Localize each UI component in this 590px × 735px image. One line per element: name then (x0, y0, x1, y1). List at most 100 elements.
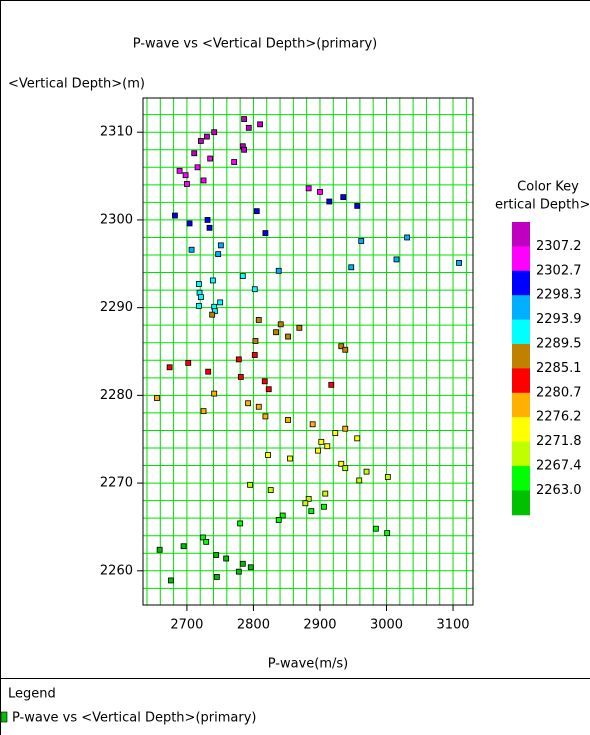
point (255, 317, 262, 323)
point (342, 346, 349, 353)
color-key-swatch (512, 490, 530, 516)
point (184, 181, 190, 187)
point (275, 517, 282, 523)
point (332, 430, 339, 436)
point (262, 230, 269, 236)
color-key-label: 2298.3 (536, 288, 582, 303)
point (285, 417, 291, 423)
point (247, 481, 254, 488)
point (188, 246, 195, 253)
point (156, 546, 163, 553)
point (305, 495, 312, 502)
y-tick-label: 2290 (100, 300, 133, 315)
color-key-swatch (512, 270, 530, 296)
point (252, 338, 259, 344)
color-key-swatch (512, 392, 530, 418)
point (338, 460, 345, 467)
point (213, 574, 220, 580)
point (305, 185, 312, 192)
point (285, 333, 291, 340)
point (209, 311, 216, 318)
point (261, 378, 268, 385)
point (211, 390, 218, 397)
color-key-swatch (512, 417, 530, 443)
point (203, 538, 210, 545)
point (215, 251, 222, 258)
point (211, 129, 218, 136)
point (213, 552, 220, 558)
point (245, 124, 252, 131)
point (185, 360, 192, 366)
y-axis-label: <Vertical Depth>(m) (8, 77, 145, 92)
point (166, 364, 173, 371)
point (328, 381, 335, 388)
point (342, 425, 349, 432)
point (168, 577, 174, 584)
point (200, 408, 207, 415)
point (275, 267, 282, 274)
point (217, 242, 224, 249)
point (317, 188, 323, 195)
color-key-label: 2263.0 (536, 483, 582, 498)
point (251, 286, 258, 293)
point (384, 474, 391, 480)
point (348, 264, 355, 271)
point (354, 435, 361, 442)
color-key-label: 2302.7 (536, 263, 582, 278)
chart-title: P-wave vs <Vertical Depth>(primary) (133, 37, 377, 52)
point (237, 374, 244, 380)
point (302, 500, 309, 507)
point (262, 413, 269, 420)
point (354, 202, 361, 209)
x-tick-label: 3100 (436, 618, 469, 633)
color-key-swatch (512, 344, 530, 369)
point (186, 220, 193, 227)
point (203, 133, 210, 140)
x-tick-label: 2700 (170, 618, 203, 633)
color-key-swatch (512, 441, 530, 467)
point (318, 438, 325, 445)
y-tick-label: 2300 (100, 212, 133, 227)
point (191, 150, 198, 157)
point (195, 281, 202, 287)
point (217, 299, 224, 306)
y-tick-label: 2280 (100, 388, 133, 403)
point (372, 525, 379, 532)
point (251, 352, 258, 358)
color-key-label: 2293.9 (536, 312, 582, 327)
point (207, 155, 214, 162)
point (180, 543, 187, 550)
color-key-swatch (512, 319, 530, 345)
color-key-label: 2271.8 (536, 434, 582, 449)
point (255, 403, 262, 410)
point (239, 273, 246, 279)
point (195, 302, 202, 309)
point (265, 386, 272, 393)
y-tick-label: 2270 (100, 476, 133, 491)
color-key-label: 2267.4 (536, 459, 582, 474)
color-key-swatch (512, 466, 530, 491)
point (340, 194, 347, 201)
point (279, 512, 286, 519)
point (235, 356, 242, 363)
point (393, 256, 400, 263)
point (321, 503, 327, 510)
color-key-label: 2285.1 (536, 361, 582, 376)
x-tick-label: 2800 (237, 618, 270, 633)
point (326, 198, 333, 205)
point (315, 447, 321, 454)
point (265, 452, 271, 458)
point (257, 121, 263, 128)
point (338, 343, 345, 350)
color-key-swatch (512, 295, 530, 321)
point (277, 321, 284, 328)
point (239, 560, 246, 567)
point (273, 329, 279, 336)
color-key-swatch (512, 246, 530, 272)
point (253, 208, 260, 215)
point (176, 167, 183, 174)
point (241, 146, 248, 153)
legend-marker (0, 711, 8, 723)
